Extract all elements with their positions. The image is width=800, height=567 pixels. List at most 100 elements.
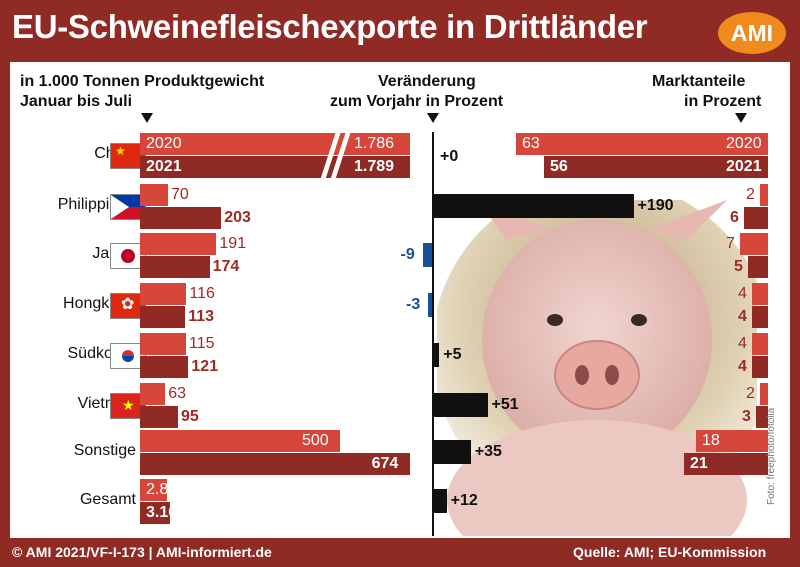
- bar-2021-volume: [140, 256, 210, 278]
- right-caption-1: Marktanteile: [652, 73, 746, 90]
- share-bar-2020: [752, 333, 768, 355]
- share-bar-2021: [744, 207, 768, 229]
- share-bar-2021: [684, 453, 768, 475]
- value-2020: 1.786: [354, 135, 395, 152]
- right-caption-2: in Prozent: [684, 93, 762, 110]
- series-label-2020: 2020: [146, 135, 182, 152]
- share-value-2020: 4: [738, 285, 747, 302]
- flag-star: ★: [122, 397, 135, 413]
- country-label: Sonstige: [73, 442, 136, 459]
- bar-2021-volume: [140, 306, 186, 328]
- bar-2020-volume: [140, 184, 168, 206]
- bar-2020-volume: [140, 383, 166, 405]
- right-marker-icon: [735, 113, 747, 123]
- footer-source: Quelle: AMI; EU-Kommission: [573, 544, 767, 560]
- value-2021: 203: [224, 209, 251, 226]
- share-bar-2021: [752, 356, 768, 378]
- bar-2021-volume: [140, 453, 410, 475]
- value-2020: 70: [171, 186, 189, 203]
- left-caption-1: in 1.000 Tonnen Produktgewicht: [20, 73, 265, 90]
- bar-2020-volume: [140, 479, 167, 501]
- share-value-2020: 18: [702, 432, 720, 449]
- mid-marker-icon: [427, 113, 439, 123]
- share-bar-2020: [696, 430, 768, 452]
- change-value: +5: [443, 346, 462, 363]
- pig-photo: [437, 200, 757, 536]
- bar-2021-volume: [140, 406, 178, 428]
- change-bar: [434, 343, 440, 367]
- bar-2021-volume: [140, 502, 170, 524]
- change-value: -9: [400, 246, 415, 263]
- share-value-2020: 2: [746, 385, 755, 402]
- country-label: Gesamt: [79, 491, 136, 508]
- change-bar: [434, 194, 634, 218]
- share-value-2020: 7: [726, 235, 735, 252]
- change-bar: [434, 440, 471, 464]
- value-2020: 500: [302, 432, 329, 449]
- share-bar-2021: [748, 256, 768, 278]
- value-2021: 174: [212, 258, 240, 275]
- change-value: +12: [450, 492, 478, 509]
- share-bar-2020: [516, 133, 768, 155]
- change-bar: [434, 489, 447, 513]
- share-bar-2020: [760, 184, 768, 206]
- share-bar-2020: [752, 283, 768, 305]
- value-2020: 116: [189, 285, 215, 302]
- share-value-2021: 3: [742, 408, 751, 425]
- bar-2021-volume: [140, 356, 189, 378]
- share-bar-2020: [740, 233, 768, 255]
- series-label-2021: 2021: [726, 158, 762, 175]
- flag-sun: [121, 249, 135, 263]
- mid-caption-1: Veränderung: [378, 73, 476, 90]
- mid-caption-2: zum Vorjahr in Prozent: [330, 93, 504, 110]
- change-value: +35: [474, 443, 502, 460]
- change-bar: [434, 393, 488, 417]
- share-bar-2021: [544, 156, 768, 178]
- flag-taeguk: [122, 350, 134, 362]
- value-2020: 115: [189, 335, 215, 352]
- flag-triangle: [111, 195, 129, 219]
- share-value-2020: 2: [746, 186, 755, 203]
- value-2020: 191: [219, 235, 247, 252]
- share-value-2021: 21: [690, 455, 708, 472]
- value-2021: 674: [371, 455, 399, 472]
- ami-logo: AMI: [718, 12, 786, 54]
- value-2021: 3.169: [146, 504, 187, 521]
- share-value-2021: 4: [738, 358, 747, 375]
- change-bar: [422, 243, 432, 267]
- flag-star: ★: [115, 144, 126, 158]
- bar-2021-volume: [140, 207, 222, 229]
- value-2021: 95: [181, 408, 199, 425]
- bar-2020-volume: [140, 283, 187, 305]
- change-value: +0: [440, 148, 459, 165]
- value-2020: 63: [168, 385, 186, 402]
- change-zero-axis: [432, 132, 434, 536]
- share-bar-2020: [760, 383, 768, 405]
- left-caption-2: Januar bis Juli: [20, 93, 133, 110]
- bar-2020-volume: [140, 233, 217, 255]
- share-value-2021: 6: [730, 209, 739, 226]
- value-2021: 121: [191, 358, 219, 375]
- value-2021: 1.789: [354, 158, 395, 175]
- change-value: -3: [406, 296, 421, 313]
- bar-2020-volume: [140, 430, 340, 452]
- photo-credit: Foto: freephoto/fotolia: [766, 407, 777, 505]
- share-value-2021: 56: [550, 158, 568, 175]
- left-marker-icon: [141, 113, 153, 123]
- footer-copyright: © AMI 2021/VF-I-173 | AMI-informiert.de: [12, 544, 272, 560]
- share-value-2021: 4: [738, 308, 747, 325]
- value-2021: 113: [188, 308, 214, 325]
- flag-flower: ✿: [121, 296, 135, 313]
- share-value-2021: 5: [734, 258, 743, 275]
- share-bar-2021: [752, 306, 768, 328]
- bar-2021-volume: [140, 156, 410, 178]
- share-value-2020: 63: [522, 135, 540, 152]
- share-bar-2021: [756, 406, 768, 428]
- share-value-2020: 4: [738, 335, 747, 352]
- bar-2020-volume: [140, 333, 186, 355]
- change-value: +51: [491, 396, 519, 413]
- change-value: +190: [637, 197, 674, 214]
- change-bar: [428, 293, 432, 317]
